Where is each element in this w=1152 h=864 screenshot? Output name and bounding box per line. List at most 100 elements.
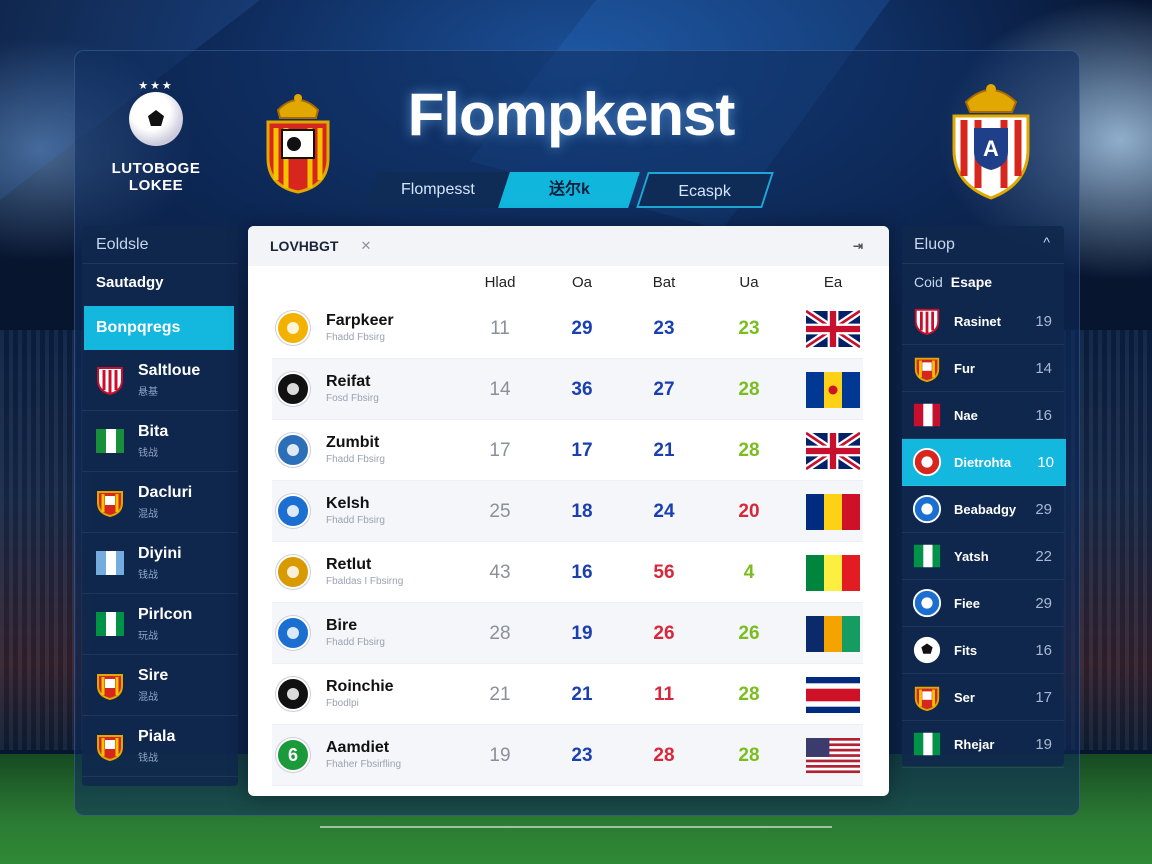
- team-sub: Fosd Fbsirg: [326, 393, 379, 404]
- sidebar-item-sub: 悬基: [138, 387, 158, 398]
- team-sub: Fbaldas I Fbsirng: [326, 576, 404, 587]
- table-row[interactable]: Farpkeer Fhadd Fbsirg 11 29 23 23: [272, 298, 863, 359]
- expand-icon[interactable]: ⇥: [852, 239, 863, 253]
- column-header[interactable]: Ua: [739, 274, 759, 291]
- table-header: LOVHBGT ✕ ⇥: [248, 226, 889, 266]
- column-header[interactable]: Ea: [823, 274, 843, 291]
- sidebar-item[interactable]: Diyini 钱战: [82, 533, 238, 594]
- sidebar-item-sub: 钱战: [138, 448, 158, 459]
- sidebar-item-sub: 钱战: [138, 753, 158, 764]
- sidebar-item[interactable]: Pirlcon 玩战: [82, 594, 238, 655]
- crest-icon: [94, 486, 126, 518]
- sidebar-item[interactable]: Yatsh 22: [902, 533, 1064, 580]
- ball-icon: [129, 92, 183, 146]
- table-row[interactable]: Zumbit Fhadd Fbsirg 17 17 21 28: [272, 420, 863, 481]
- shield-icon: [94, 364, 126, 396]
- sidebar-item-text: Saltloue 悬基: [138, 362, 200, 398]
- stat-cell: 21: [571, 684, 593, 705]
- team-logo-icon: [276, 494, 310, 528]
- brand-line-2: LOKEE: [128, 177, 184, 194]
- sidebar-item-label: Bita: [138, 423, 169, 440]
- sidebar-item[interactable]: Saltloue 悬基: [82, 350, 238, 411]
- flag-icon: [912, 729, 942, 759]
- sidebar-item-label: Fiee: [954, 595, 981, 611]
- stat-cell: 28: [738, 745, 760, 766]
- column-header[interactable]: Hlad: [484, 274, 516, 291]
- flag-icon: [806, 676, 860, 714]
- stat-cell: 56: [653, 562, 675, 583]
- sidebar-item-value: 22: [1035, 547, 1052, 565]
- table-row[interactable]: Kelsh Fhadd Fbsirg 25 18 24 20: [272, 481, 863, 542]
- team-sub: Fbodlpi: [326, 698, 359, 709]
- sidebar-item-text: Piala 钱战: [138, 728, 175, 764]
- stat-cell: 26: [653, 623, 675, 644]
- sidebar-item-text: Sire 混战: [138, 667, 168, 703]
- team-name: Zumbit: [326, 434, 380, 451]
- right-sidebar: Eluop ^ Coid Esape Rasinet 19 Fur 14 Nae 16 Die…: [902, 226, 1066, 768]
- chevron-up-icon[interactable]: ^: [1043, 234, 1050, 250]
- table-row[interactable]: Retlut Fbaldas I Fbsirng 43 16 56 4: [272, 542, 863, 603]
- flag-icon: [806, 493, 860, 531]
- stat-cell: 17: [571, 440, 593, 461]
- sidebar-item[interactable]: Sire 混战: [82, 655, 238, 716]
- sub-label: Coid: [914, 274, 943, 290]
- sidebar-item[interactable]: Fur 14: [902, 345, 1064, 392]
- sidebar-subheader: Sautadgy: [96, 274, 164, 291]
- stat-cell: 24: [653, 501, 675, 522]
- flag-icon: [94, 425, 126, 457]
- column-header[interactable]: Bat: [652, 274, 676, 291]
- sidebar-item[interactable]: Rhejar 19: [902, 721, 1064, 768]
- close-icon[interactable]: ✕: [360, 238, 372, 253]
- stat-cell: 27: [653, 379, 675, 400]
- team-logo-icon: [276, 677, 310, 711]
- sidebar-item-active[interactable]: Bonpqregs: [84, 306, 234, 350]
- sidebar-item-label: Saltloue: [138, 362, 201, 379]
- tab-ecaspk[interactable]: Ecaspk: [636, 172, 774, 208]
- table-title: LOVHBGT: [270, 238, 339, 254]
- team-name: Retlut: [326, 556, 372, 573]
- stat-cell: 29: [571, 318, 593, 339]
- logo-icon: [912, 447, 942, 477]
- team-sub: Fhadd Fbsirg: [326, 454, 385, 465]
- table-row[interactable]: 6 Aamdiet Fhaher Fbsirfling 19 23 28 28: [272, 725, 863, 786]
- flag-icon: [806, 310, 860, 348]
- team-sub: Fhaher Fbsirfling: [326, 759, 402, 770]
- stat-cell: 23: [738, 318, 760, 339]
- sidebar-item[interactable]: Bita 钱战: [82, 411, 238, 472]
- team-name: Aamdiet: [326, 739, 390, 756]
- sidebar-item[interactable]: Piala 钱战: [82, 716, 238, 777]
- stat-cell: 28: [653, 745, 675, 766]
- tab-flompesst[interactable]: Flompesst: [366, 172, 510, 208]
- table-row[interactable]: Roinchie Fbodlpi 21 21 11 28: [272, 664, 863, 725]
- column-header[interactable]: Oa: [571, 274, 592, 291]
- sidebar-item[interactable]: Fits 16: [902, 627, 1064, 674]
- sidebar-item[interactable]: Dacluri 混战: [82, 472, 238, 533]
- sidebar-item[interactable]: Dietrohta 10: [902, 439, 1066, 486]
- team-name: Bire: [326, 617, 358, 634]
- tab-label: 送尔k: [548, 181, 590, 198]
- sidebar-item-label: Dietrohta: [954, 454, 1012, 470]
- sidebar-item-label: Fur: [954, 360, 975, 376]
- league-logo[interactable]: ★★★ LUTOBOGE LOKEE: [104, 80, 208, 194]
- team-name: Reifat: [326, 373, 371, 390]
- sidebar-item[interactable]: Nae 16: [902, 392, 1064, 439]
- logo-icon: [912, 588, 942, 618]
- team-sub: Fhadd Fbsirg: [326, 515, 385, 526]
- table-row[interactable]: Bire Fhadd Fbsirg 28 19 26 26: [272, 603, 863, 664]
- stat-cell: 19: [571, 623, 593, 644]
- table-row[interactable]: Reifat Fosd Fbsirg 14 36 27 28: [272, 359, 863, 420]
- sidebar-item[interactable]: Rasinet 19: [902, 298, 1064, 345]
- sidebar-item-label: Nae: [954, 407, 978, 423]
- sidebar-item-value: 29: [1035, 594, 1052, 612]
- logo-icon: [912, 494, 942, 524]
- stat-cell: 28: [738, 684, 760, 705]
- sidebar-item-value: 19: [1035, 735, 1052, 753]
- crest-icon: [266, 94, 330, 194]
- crest-icon: [912, 353, 942, 383]
- sidebar-item-text: Pirlcon 玩战: [138, 606, 192, 642]
- sidebar-item[interactable]: Beabadgy 29: [902, 486, 1064, 533]
- sidebar-item[interactable]: Fiee 29: [902, 580, 1064, 627]
- tab-active[interactable]: 送尔k: [498, 172, 640, 208]
- tab-label: Flompesst: [401, 181, 475, 198]
- sidebar-item[interactable]: Ser 17: [902, 674, 1064, 721]
